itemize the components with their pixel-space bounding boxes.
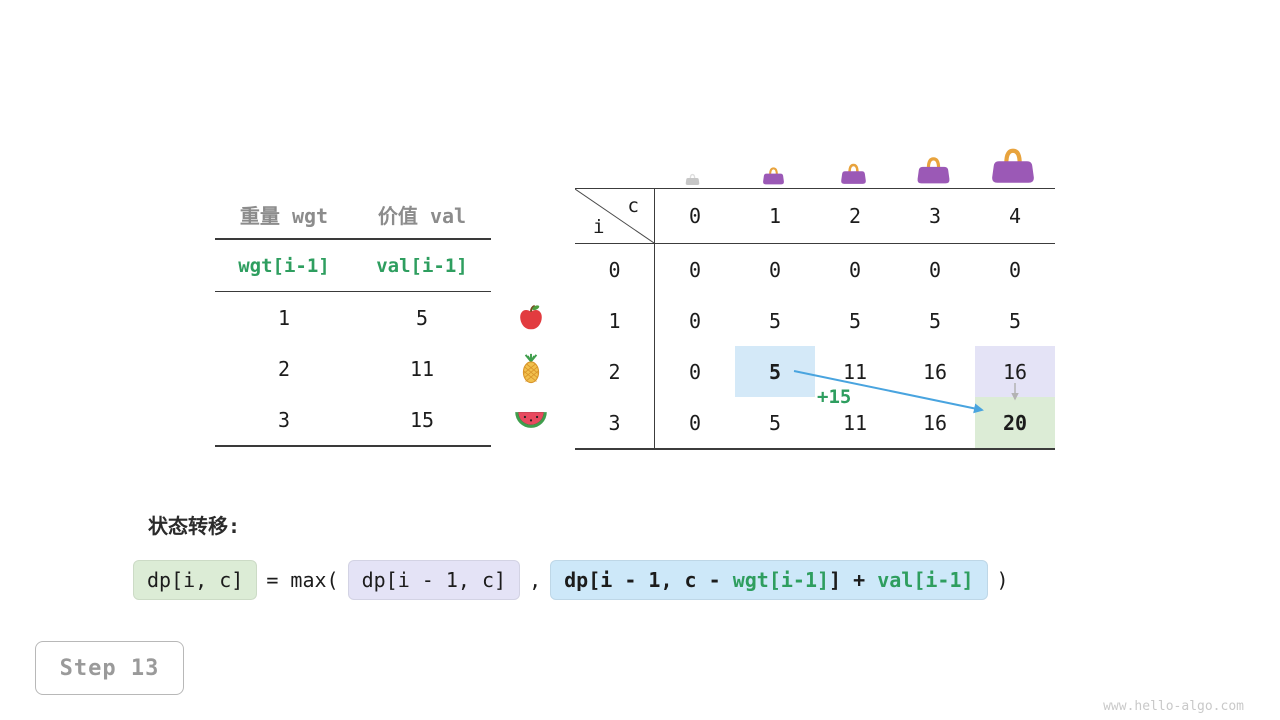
- dp-cell-source: 5: [735, 346, 815, 397]
- formula-lhs: dp[i, c]: [133, 560, 258, 600]
- bag-icon-1: [762, 166, 785, 186]
- formula-term2-val: val[i-1]: [877, 568, 974, 592]
- dp-cell: 16: [922, 410, 948, 435]
- formula-term2-prefix: dp[i - 1, c -: [564, 568, 733, 592]
- formula-equals-max: = max(: [266, 568, 339, 592]
- dp-cell: 11: [842, 410, 868, 435]
- bag-icon-0: [685, 173, 700, 186]
- dp-col-header: 3: [895, 189, 975, 244]
- dp-col-header: 4: [975, 189, 1055, 244]
- dp-cell: 0: [928, 257, 942, 282]
- dp-cell: 0: [848, 257, 862, 282]
- dp-row-header: 1: [575, 295, 655, 346]
- dp-cell: 0: [688, 359, 702, 384]
- formula-term1: dp[i - 1, c]: [347, 560, 521, 600]
- state-transition-title: 状态转移:: [148, 514, 241, 538]
- step-indicator: Step 13: [35, 641, 184, 695]
- dp-cell-current: 20: [975, 397, 1055, 448]
- dp-row-header: 0: [575, 244, 655, 295]
- value-formula-label: val[i-1]: [353, 240, 491, 292]
- bag-icon-3: [916, 155, 951, 186]
- dp-row-header: 3: [575, 397, 655, 448]
- item-value: 11: [409, 356, 435, 381]
- dp-table: c i 0 1 2 3 4 0 0 0 0 0 0 1 0 5 5 5 5 2 …: [575, 188, 1055, 450]
- formula-close-paren: ): [996, 568, 1009, 592]
- state-transition-formula: dp[i, c] = max( dp[i - 1, c] , dp[i - 1,…: [133, 560, 1018, 600]
- item-value: 15: [409, 407, 435, 432]
- weight-value-table: 重量 wgt 价值 val wgt[i-1] val[i-1] 1 5 2 11…: [215, 190, 491, 447]
- item-weight: 2: [277, 356, 291, 381]
- dp-cell-above: 16: [975, 346, 1055, 397]
- dp-cell: 16: [922, 359, 948, 384]
- bag-icon-4: [990, 146, 1036, 186]
- weight-column-header: 重量 wgt: [215, 190, 353, 240]
- corner-row-label: i: [593, 216, 605, 238]
- dp-col-header: 1: [735, 189, 815, 244]
- item-weight: 1: [277, 305, 291, 330]
- dp-cell: 5: [768, 410, 782, 435]
- dp-cell: 5: [768, 308, 782, 333]
- dp-col-header: 2: [815, 189, 895, 244]
- dp-cell: 0: [688, 257, 702, 282]
- dp-cell: 5: [1008, 308, 1022, 333]
- item-weight: 3: [277, 407, 291, 432]
- weight-formula-label: wgt[i-1]: [215, 240, 353, 292]
- step-label: Step 13: [59, 655, 160, 681]
- dp-row-header: 2: [575, 346, 655, 397]
- corner-diagonal-line: [575, 189, 654, 243]
- site-watermark: www.hello-algo.com: [1103, 699, 1244, 714]
- corner-col-label: c: [627, 195, 639, 217]
- value-add-annotation: +15: [817, 386, 852, 408]
- watermelon-icon: [510, 394, 552, 445]
- apple-icon: [510, 292, 552, 343]
- pineapple-icon: [510, 343, 552, 394]
- formula-separator: ,: [529, 568, 542, 592]
- dp-corner-cell: c i: [575, 189, 655, 244]
- bag-icon-2: [840, 162, 867, 186]
- dp-cell: 5: [848, 308, 862, 333]
- item-value: 5: [415, 305, 429, 330]
- value-column-header: 价值 val: [353, 190, 491, 240]
- dp-cell: 5: [928, 308, 942, 333]
- dp-cell: 0: [688, 308, 702, 333]
- dp-cell: 0: [1008, 257, 1022, 282]
- dp-cell: 0: [688, 410, 702, 435]
- dp-col-header: 0: [655, 189, 735, 244]
- formula-term2: dp[i - 1, c - wgt[i-1]] + val[i-1]: [550, 560, 988, 600]
- dp-cell: 0: [768, 257, 782, 282]
- formula-term2-wgt: wgt[i-1]: [732, 568, 830, 592]
- formula-term2-mid: ] +: [829, 568, 878, 592]
